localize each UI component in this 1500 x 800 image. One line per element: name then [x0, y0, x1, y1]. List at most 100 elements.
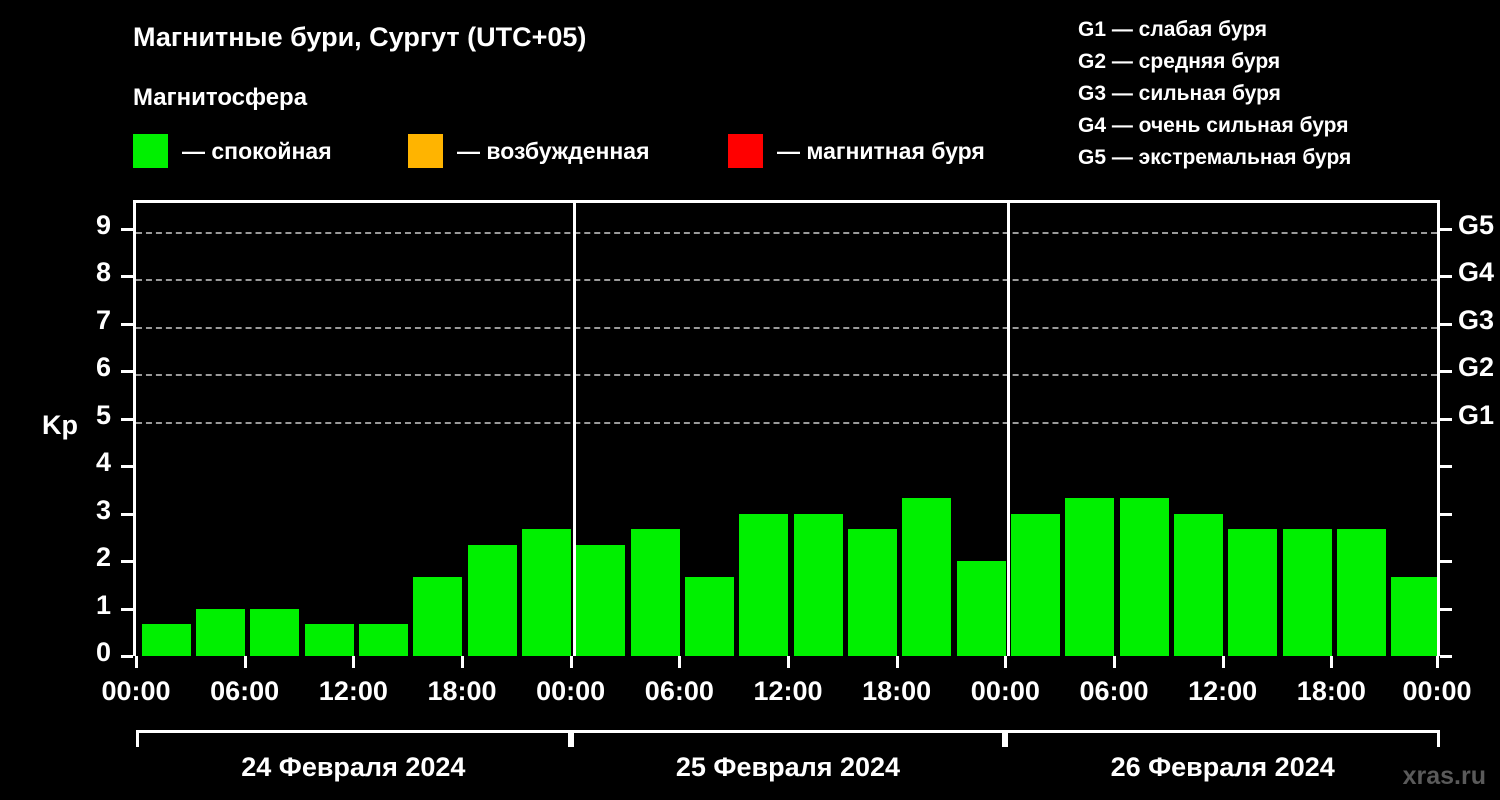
date-label-2: 25 Февраля 2024	[675, 752, 901, 782]
bar	[576, 545, 626, 656]
x-tick-8	[1004, 656, 1008, 668]
bar	[413, 576, 463, 656]
bar	[1010, 513, 1061, 656]
x-tick-label-9: 06:00	[1079, 676, 1149, 706]
g-scale-item-4: G4 — очень сильная буря	[1078, 114, 1349, 137]
magnetosphere-label: Магнитосфера	[133, 84, 308, 111]
y-tick-9	[121, 227, 133, 231]
date-label-1: 24 Февраля 2024	[241, 752, 466, 782]
bar	[793, 513, 843, 656]
page-title: Магнитные бури, Сургут (UTC+05)	[133, 22, 587, 52]
date-label-3: 26 Февраля 2024	[1110, 752, 1335, 782]
y-tick-0	[121, 655, 133, 658]
x-tick-7	[895, 656, 899, 668]
g-scale-legend: G1 — слабая буря G2 — средняя буря G3 — си…	[1078, 14, 1351, 174]
y-tick-2	[121, 560, 133, 563]
y-tick-label-1: 1	[95, 589, 111, 620]
g-tick-G5	[1440, 227, 1452, 231]
y-axis-title: Kp	[42, 410, 78, 440]
day-separator-2	[1007, 203, 1011, 656]
y-tick-label-8: 8	[95, 257, 111, 287]
x-tick-label-11: 18:00	[1296, 676, 1366, 706]
g-tick-label-G3: G3	[1458, 304, 1495, 335]
y-tick-8	[121, 275, 133, 278]
legend-item-active: — возбужденная	[408, 133, 650, 169]
g-axis-minor-tick-0	[1440, 655, 1452, 658]
watermark: xras.ru	[1402, 762, 1486, 790]
y-tick-label-5: 5	[95, 399, 111, 430]
x-tick-0	[135, 656, 138, 668]
y-tick-label-0: 0	[95, 637, 111, 667]
x-tick-label-7: 18:00	[862, 676, 932, 706]
g-tick-G4	[1440, 275, 1452, 278]
legend-item-calm: — спокойная	[133, 133, 332, 169]
g-axis-minor-tick-2	[1440, 560, 1452, 563]
y-tick-label-7: 7	[95, 304, 111, 335]
x-tick-label-0: 00:00	[101, 676, 171, 706]
bar	[630, 529, 680, 656]
gridline-kp-5	[136, 421, 1437, 424]
bar	[847, 529, 898, 656]
plot-area	[133, 200, 1440, 656]
x-tick-2	[352, 656, 356, 668]
g-tick-G1	[1440, 417, 1452, 421]
legend-swatch-active	[408, 134, 443, 168]
x-tick-3	[461, 656, 464, 668]
day-separator-1	[572, 203, 576, 656]
x-tick-9	[1113, 656, 1116, 668]
gridline-kp-7	[136, 326, 1437, 329]
bar	[467, 545, 517, 656]
x-tick-12	[1436, 656, 1439, 668]
bar	[956, 561, 1006, 656]
legend-label-calm: — спокойная	[182, 137, 332, 164]
y-tick-label-6: 6	[95, 352, 111, 382]
date-bracket-3	[1005, 730, 1440, 747]
g-axis-minor-tick-3	[1440, 512, 1452, 516]
g-tick-label-G4: G4	[1458, 257, 1495, 287]
gridline-kp-6	[136, 374, 1437, 376]
g-scale-item-3: G3 — сильная буря	[1078, 82, 1281, 105]
x-tick-label-3: 18:00	[427, 676, 497, 706]
bar	[902, 497, 952, 656]
legend-swatch-calm	[133, 134, 168, 168]
date-bracket-2	[570, 730, 1006, 747]
legend-item-storm: — магнитная буря	[728, 133, 985, 169]
g-axis-minor-tick-4	[1440, 465, 1452, 468]
gridline-kp-9	[136, 231, 1437, 234]
x-tick-1	[243, 656, 247, 668]
bar	[250, 608, 300, 656]
bar	[1173, 513, 1224, 656]
y-tick-label-4: 4	[95, 447, 111, 477]
gridline-kp-8	[136, 279, 1437, 281]
bar	[1119, 497, 1169, 656]
x-tick-6	[787, 656, 790, 668]
y-tick-6	[121, 370, 133, 373]
date-bracket-1	[136, 730, 571, 747]
g-scale-item-5: G5 — экстремальная буря	[1078, 146, 1352, 169]
bar	[684, 576, 735, 656]
y-tick-5	[121, 417, 133, 421]
y-tick-label-2: 2	[95, 542, 111, 572]
g-tick-G2	[1440, 370, 1452, 373]
x-tick-label-4: 00:00	[536, 676, 606, 706]
x-tick-label-6: 12:00	[753, 676, 823, 706]
bar	[304, 624, 354, 656]
bar	[1228, 529, 1278, 656]
g-tick-label-G1: G1	[1458, 399, 1495, 430]
bar	[141, 624, 191, 656]
y-tick-label-9: 9	[95, 209, 111, 240]
bar	[521, 529, 572, 656]
g-scale-item-1: G1 — слабая буря	[1078, 18, 1268, 41]
bar	[1391, 576, 1437, 656]
legend-label-active: — возбужденная	[457, 137, 650, 164]
x-tick-label-12: 00:00	[1402, 676, 1472, 706]
g-axis-minor-tick-1	[1440, 607, 1452, 611]
bar	[195, 608, 246, 656]
y-tick-7	[121, 322, 133, 326]
y-tick-1	[121, 607, 133, 611]
g-scale-item-2: G2 — средняя буря	[1078, 50, 1281, 73]
g-tick-G3	[1440, 322, 1452, 326]
bar	[1065, 497, 1115, 656]
legend-label-storm: — магнитная буря	[777, 137, 985, 164]
